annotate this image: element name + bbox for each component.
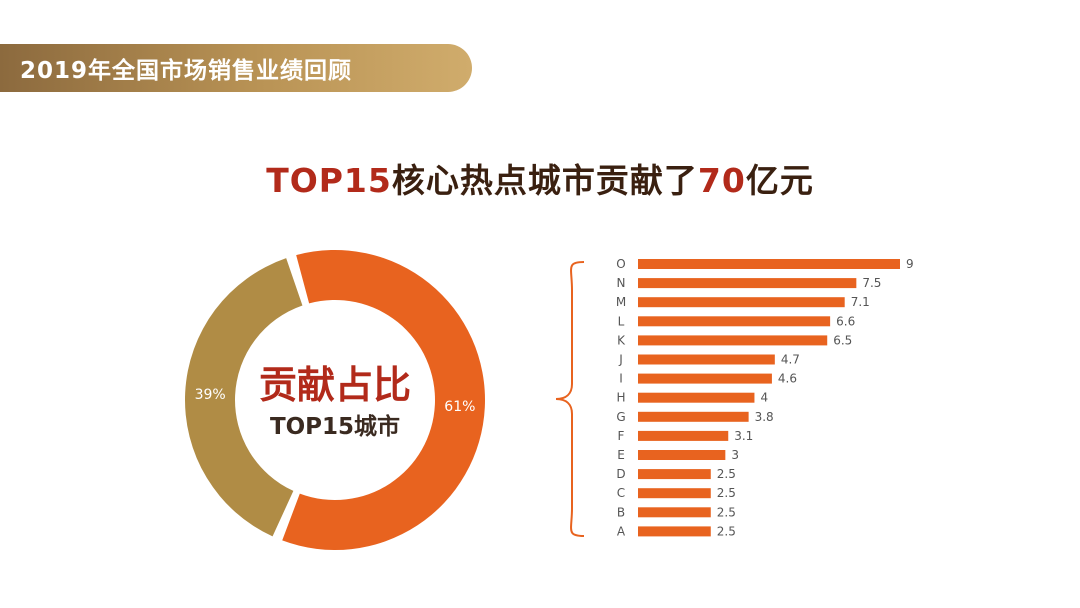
bar-value-label: 7.1 <box>851 295 870 309</box>
bar-category-label: O <box>616 257 625 271</box>
bar-value-label: 2.5 <box>717 505 736 519</box>
bar-category-label: E <box>617 448 625 462</box>
bar-category-label: F <box>618 429 625 443</box>
bar-value-label: 6.6 <box>836 314 855 328</box>
header-banner: 2019年全国市场销售业绩回顾 <box>0 44 472 92</box>
donut-center-title: 贡献占比 <box>259 363 411 407</box>
header-title: 2019年全国市场销售业绩回顾 <box>20 58 353 84</box>
bar-category-label: N <box>617 276 626 290</box>
bar-value-label: 6.5 <box>833 333 852 347</box>
headline: TOP15核心热点城市贡献了70亿元 <box>0 154 1080 202</box>
bar-category-label: I <box>619 372 623 386</box>
bar-category-label: M <box>616 295 626 309</box>
bar-category-label: D <box>616 467 625 481</box>
bar-N <box>638 278 857 289</box>
bar-value-label: 2.5 <box>717 486 736 500</box>
bar-value-label: 3 <box>731 448 739 462</box>
bar-F <box>638 430 729 441</box>
bar-category-label: J <box>618 353 623 367</box>
bar-B <box>638 507 711 518</box>
headline-unit: 亿元 <box>745 161 814 200</box>
bar-category-label: H <box>616 391 625 405</box>
bar-E <box>638 450 726 460</box>
headline-text: 核心热点城市贡献了 <box>391 161 698 200</box>
bar-L <box>638 316 831 327</box>
bar-value-label: 4.6 <box>778 372 797 386</box>
bar-G <box>638 411 749 422</box>
headline-amount: 70 <box>697 161 746 200</box>
bar-O <box>638 259 900 269</box>
bar-value-label: 7.5 <box>862 276 881 290</box>
donut-slice-label: 39% <box>195 387 226 403</box>
bar-J <box>638 354 775 365</box>
bar-value-label: 3.8 <box>755 410 774 424</box>
bar-value-label: 3.1 <box>734 429 753 443</box>
bar-category-label: B <box>617 505 625 519</box>
bar-K <box>638 335 828 346</box>
donut-slice-label: 61% <box>444 399 475 415</box>
bar-H <box>638 392 755 403</box>
bar-value-label: 2.5 <box>717 524 736 538</box>
bar-value-label: 4 <box>760 391 768 405</box>
bar-I <box>638 373 772 384</box>
bar-value-label: 2.5 <box>717 467 736 481</box>
bar-category-label: G <box>616 410 625 424</box>
bar-C <box>638 488 711 499</box>
bar-A <box>638 526 711 537</box>
donut-center-subtitle: TOP15城市 <box>270 413 400 440</box>
bar-category-label: C <box>617 486 625 500</box>
bar-D <box>638 469 711 480</box>
headline-top15: TOP15 <box>266 161 392 200</box>
bar-value-label: 9 <box>906 257 914 271</box>
bar-category-label: K <box>617 333 626 347</box>
bar-value-label: 4.7 <box>781 353 800 367</box>
donut-slice-61 <box>282 250 485 551</box>
bar-category-label: L <box>618 314 625 328</box>
donut-slice-39 <box>184 258 303 537</box>
bar-M <box>638 297 845 308</box>
bar-category-label: A <box>617 524 626 538</box>
bar-chart-bracket <box>555 261 585 537</box>
